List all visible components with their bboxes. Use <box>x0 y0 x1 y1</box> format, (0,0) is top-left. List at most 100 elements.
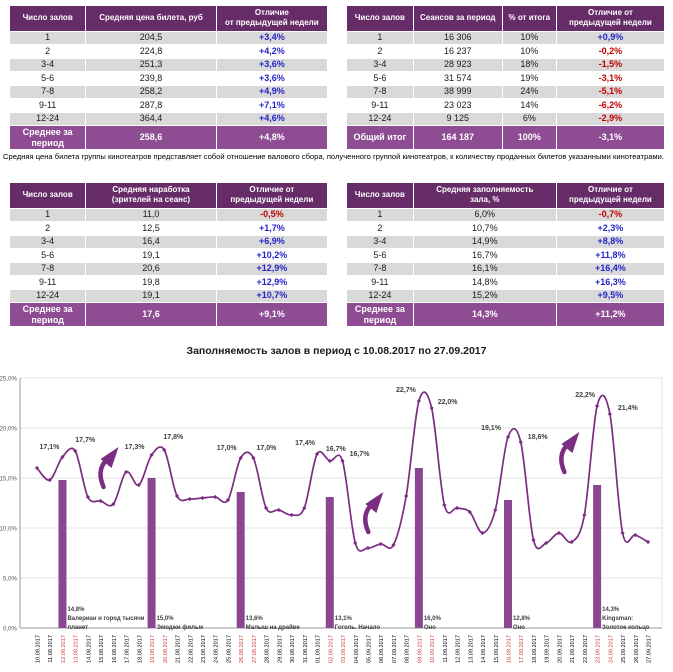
table-row: 1 6,0% -0,7% <box>346 207 666 223</box>
x-axis-date-label: 22.08.2017 <box>188 635 194 663</box>
column-header: % от итога <box>501 5 557 32</box>
x-axis-date-label: 09.09.2017 <box>417 635 423 663</box>
line-marker <box>645 539 651 545</box>
release-bar-value: 16,0% <box>424 616 442 622</box>
table-sessions-per-period-grid: Число залов Сеансов за период% от итога От… <box>346 5 666 151</box>
table-row: 12-24 15,2% +9,5% <box>346 288 666 304</box>
line-marker <box>569 539 574 545</box>
line-marker <box>607 411 612 417</box>
data-cell: 16 237 <box>412 44 503 59</box>
data-cell: 19,1 <box>85 288 217 304</box>
y-axis-label: 15,0% <box>0 476 17 483</box>
data-cell: 14,9% <box>412 234 557 250</box>
total-cell: +4,8% <box>215 125 329 151</box>
total-row: Среднее за период 14,3% +11,2% <box>346 302 666 328</box>
total-cell: 164 187 <box>412 125 503 151</box>
table-row: 3-4 14,9% +8,8% <box>346 234 666 250</box>
release-bar-value: 12,8% <box>513 616 531 622</box>
line-marker <box>264 505 269 511</box>
data-cell: 9-11 <box>8 98 87 113</box>
point-label: 16,7% <box>350 451 371 458</box>
line-marker <box>174 493 180 499</box>
diff-cell: +4,9% <box>215 84 329 100</box>
x-axis-date-label: 11.08.2017 <box>48 635 54 663</box>
diff-cell: -5,1% <box>555 84 666 100</box>
line-marker <box>47 477 52 483</box>
data-cell: 14,8% <box>412 275 557 290</box>
x-axis-date-label: 24.08.2017 <box>214 635 220 663</box>
diff-cell: +8,8% <box>555 234 666 250</box>
column-header: Отличие от предыдущей недели <box>555 5 666 32</box>
data-cell: 7-8 <box>346 261 414 277</box>
total-row: Среднее за период 258,6 +4,8% <box>8 125 329 151</box>
release-bar <box>593 485 602 628</box>
data-cell: 12,5 <box>85 221 217 236</box>
x-axis-date-label: 13.08.2017 <box>74 635 80 663</box>
point-label: 19,1% <box>481 425 502 432</box>
x-axis-date-label: 20.08.2017 <box>163 635 169 663</box>
growth-arrow-shaft <box>98 458 108 490</box>
x-axis-date-label: 06.09.2017 <box>379 635 385 663</box>
column-header: Число залов <box>8 182 87 209</box>
release-film-name: Оно <box>513 625 525 631</box>
data-cell: 9-11 <box>346 98 414 113</box>
diff-cell: +4,6% <box>215 111 329 127</box>
table-row: 9-11 14,8% +16,3% <box>346 275 666 290</box>
release-film-name: Эмоджи фильм <box>157 624 204 631</box>
line-marker <box>454 505 460 511</box>
total-cell: +9,1% <box>215 302 329 328</box>
line-marker <box>493 507 498 513</box>
point-label: 17,0% <box>217 445 238 452</box>
diff-cell: -0,7% <box>555 207 666 223</box>
x-axis-date-label: 10.09.2017 <box>430 635 436 663</box>
total-row: Общий итог 164 187 100% -3,1% <box>346 125 666 151</box>
column-header: Средняя заполняемость зала, % <box>412 182 557 209</box>
x-axis-date-label: 22.09.2017 <box>583 635 589 663</box>
table-avg-ticket-price-grid: Число залов Средняя цена билета, руб Отлич… <box>8 5 329 151</box>
release-film-name: планет <box>67 625 88 631</box>
release-bar-value: 14,8% <box>67 607 85 613</box>
x-axis-date-label: 19.08.2017 <box>150 635 156 663</box>
column-header: Число залов <box>346 182 414 209</box>
diff-cell: +0,9% <box>555 30 666 46</box>
column-header: Средняя наработка (зрителей на сеанс) <box>85 182 217 209</box>
x-axis-date-label: 21.09.2017 <box>570 635 576 663</box>
line-marker <box>34 465 40 471</box>
data-cell: 12-24 <box>346 111 414 127</box>
x-axis-date-label: 18.09.2017 <box>532 635 538 663</box>
total-cell: 258,6 <box>85 125 217 151</box>
line-marker <box>225 497 231 503</box>
table-row: 1 11,0 -0,5% <box>8 207 329 223</box>
growth-arrow-head <box>365 492 384 513</box>
table-row: 2 16 237 10% -0,2% <box>346 44 666 59</box>
data-cell: 16,7% <box>412 248 557 263</box>
x-axis-date-label: 16.09.2017 <box>507 635 513 663</box>
diff-cell: -1,5% <box>555 57 666 73</box>
data-cell: 224,8 <box>85 44 217 59</box>
diff-cell: +7,1% <box>215 98 329 113</box>
release-bar-value: 13,6% <box>246 616 264 622</box>
total-cell: 17,6 <box>85 302 217 328</box>
table-row: 2 224,8 +4,2% <box>8 44 329 59</box>
diff-cell: -3,1% <box>555 71 666 86</box>
table-avg-hall-occupancy-grid: Число залов Средняя заполняемость зала, %… <box>346 182 666 328</box>
total-cell: -3,1% <box>555 125 666 151</box>
y-axis-label: 10,0% <box>0 526 17 533</box>
chart-title: Заполняемость залов в период с 10.08.201… <box>186 345 487 357</box>
data-cell: 9-11 <box>346 275 414 290</box>
x-axis-date-label: 14.08.2017 <box>86 635 92 663</box>
line-marker <box>531 537 536 543</box>
x-axis-date-label: 25.09.2017 <box>621 635 627 663</box>
x-axis-date-label: 19.09.2017 <box>545 635 551 663</box>
data-cell: 3-4 <box>346 57 414 73</box>
line-marker <box>353 540 358 546</box>
header-row: Число залов Средняя заполняемость зала, %… <box>346 182 666 209</box>
data-cell: 10% <box>501 44 557 59</box>
table-row: 2 12,5 +1,7% <box>8 221 329 236</box>
line-marker <box>340 458 345 464</box>
data-cell: 1 <box>8 207 87 223</box>
diff-cell: -2,9% <box>555 111 666 127</box>
point-label: 17,0% <box>256 445 277 452</box>
